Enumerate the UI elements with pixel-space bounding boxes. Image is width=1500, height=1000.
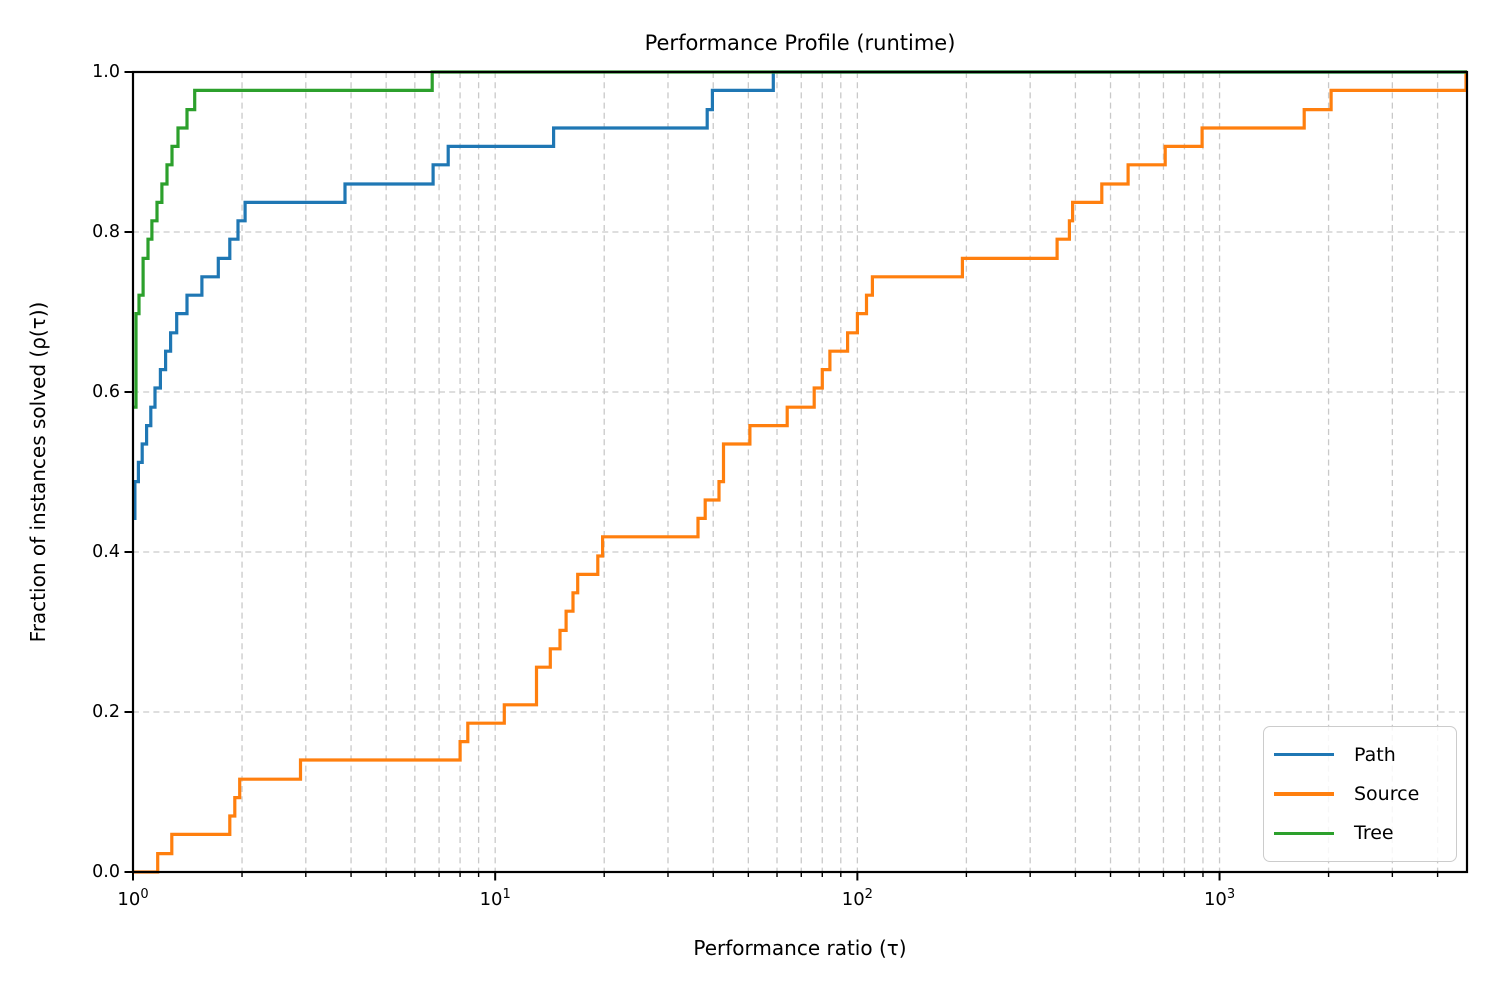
legend-line-swatch (1274, 831, 1334, 836)
y-tick-label: 0.8 (92, 222, 120, 242)
x-tick-label: 100 (117, 887, 149, 910)
y-tick-label: 1.0 (92, 62, 120, 82)
x-tick-label: 103 (1203, 887, 1236, 910)
legend-label: Source (1354, 782, 1420, 805)
legend-label: Path (1354, 743, 1396, 766)
y-tick-label: 0.2 (92, 702, 120, 722)
chart-title: Performance Profile (runtime) (644, 31, 956, 55)
series-line-source (133, 70, 1468, 874)
legend-label: Tree (1354, 822, 1394, 845)
y-axis-label: Fraction of instances solved (ρ(τ)) (26, 301, 50, 643)
series-line-path (133, 70, 1467, 520)
y-tick-label: 0.4 (92, 542, 120, 562)
y-tick-label: 0.6 (92, 382, 120, 402)
legend-entry-path: Path (1274, 744, 1444, 766)
legend: Path Source Tree (1263, 726, 1457, 862)
legend-entry-source: Source (1274, 783, 1444, 805)
plot-border (131, 70, 1469, 874)
legend-line-swatch (1274, 792, 1334, 796)
y-tick-label: 0.0 (92, 862, 120, 882)
x-tick-label: 101 (479, 887, 511, 910)
legend-entry-tree: Tree (1274, 822, 1444, 844)
legend-line-swatch (1274, 752, 1334, 757)
x-tick-label: 102 (841, 887, 873, 910)
series-line-tree (133, 70, 1467, 409)
x-axis-label: Performance ratio (τ) (693, 936, 907, 960)
